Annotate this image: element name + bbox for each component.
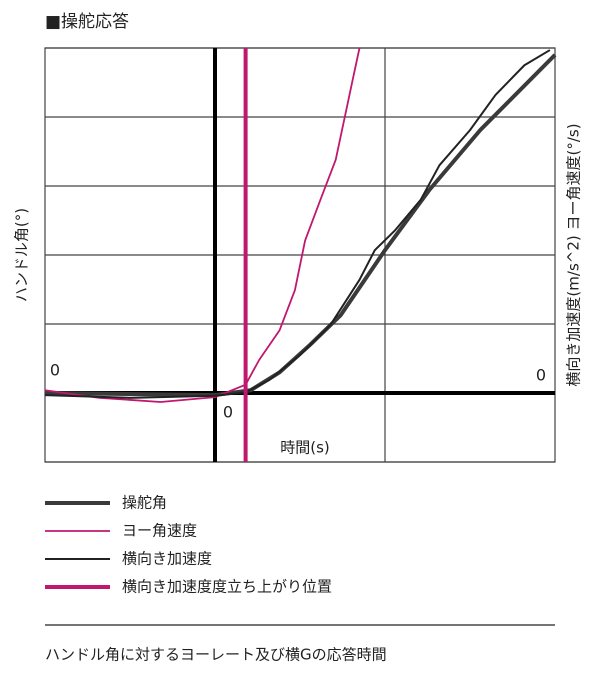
caption: ハンドル角に対するヨーレート及び横Gの応答時間 bbox=[45, 646, 387, 664]
legend-label: ヨー角速度 bbox=[122, 522, 197, 540]
x-axis-label: 時間(s) bbox=[280, 439, 330, 457]
series-line bbox=[44, 49, 551, 399]
y-tick-label: 0 bbox=[50, 361, 60, 380]
legend-label: 横向き加速度 bbox=[122, 550, 212, 568]
chart-title: ■操舵応答 bbox=[45, 12, 129, 32]
series-line bbox=[44, 47, 361, 403]
y2-axis-label: 横向き加速度(m/s^2) ヨー角速度(°/s) bbox=[565, 123, 583, 386]
x-tick-label: 0 bbox=[223, 403, 233, 422]
series-line bbox=[44, 53, 557, 398]
legend-label: 横向き加速度度立ち上がり位置 bbox=[122, 578, 332, 596]
y-axis-label: ハンドル角(°) bbox=[13, 208, 31, 302]
legend-label: 操舵角 bbox=[122, 494, 167, 512]
y2-tick-label: 0 bbox=[536, 366, 546, 385]
